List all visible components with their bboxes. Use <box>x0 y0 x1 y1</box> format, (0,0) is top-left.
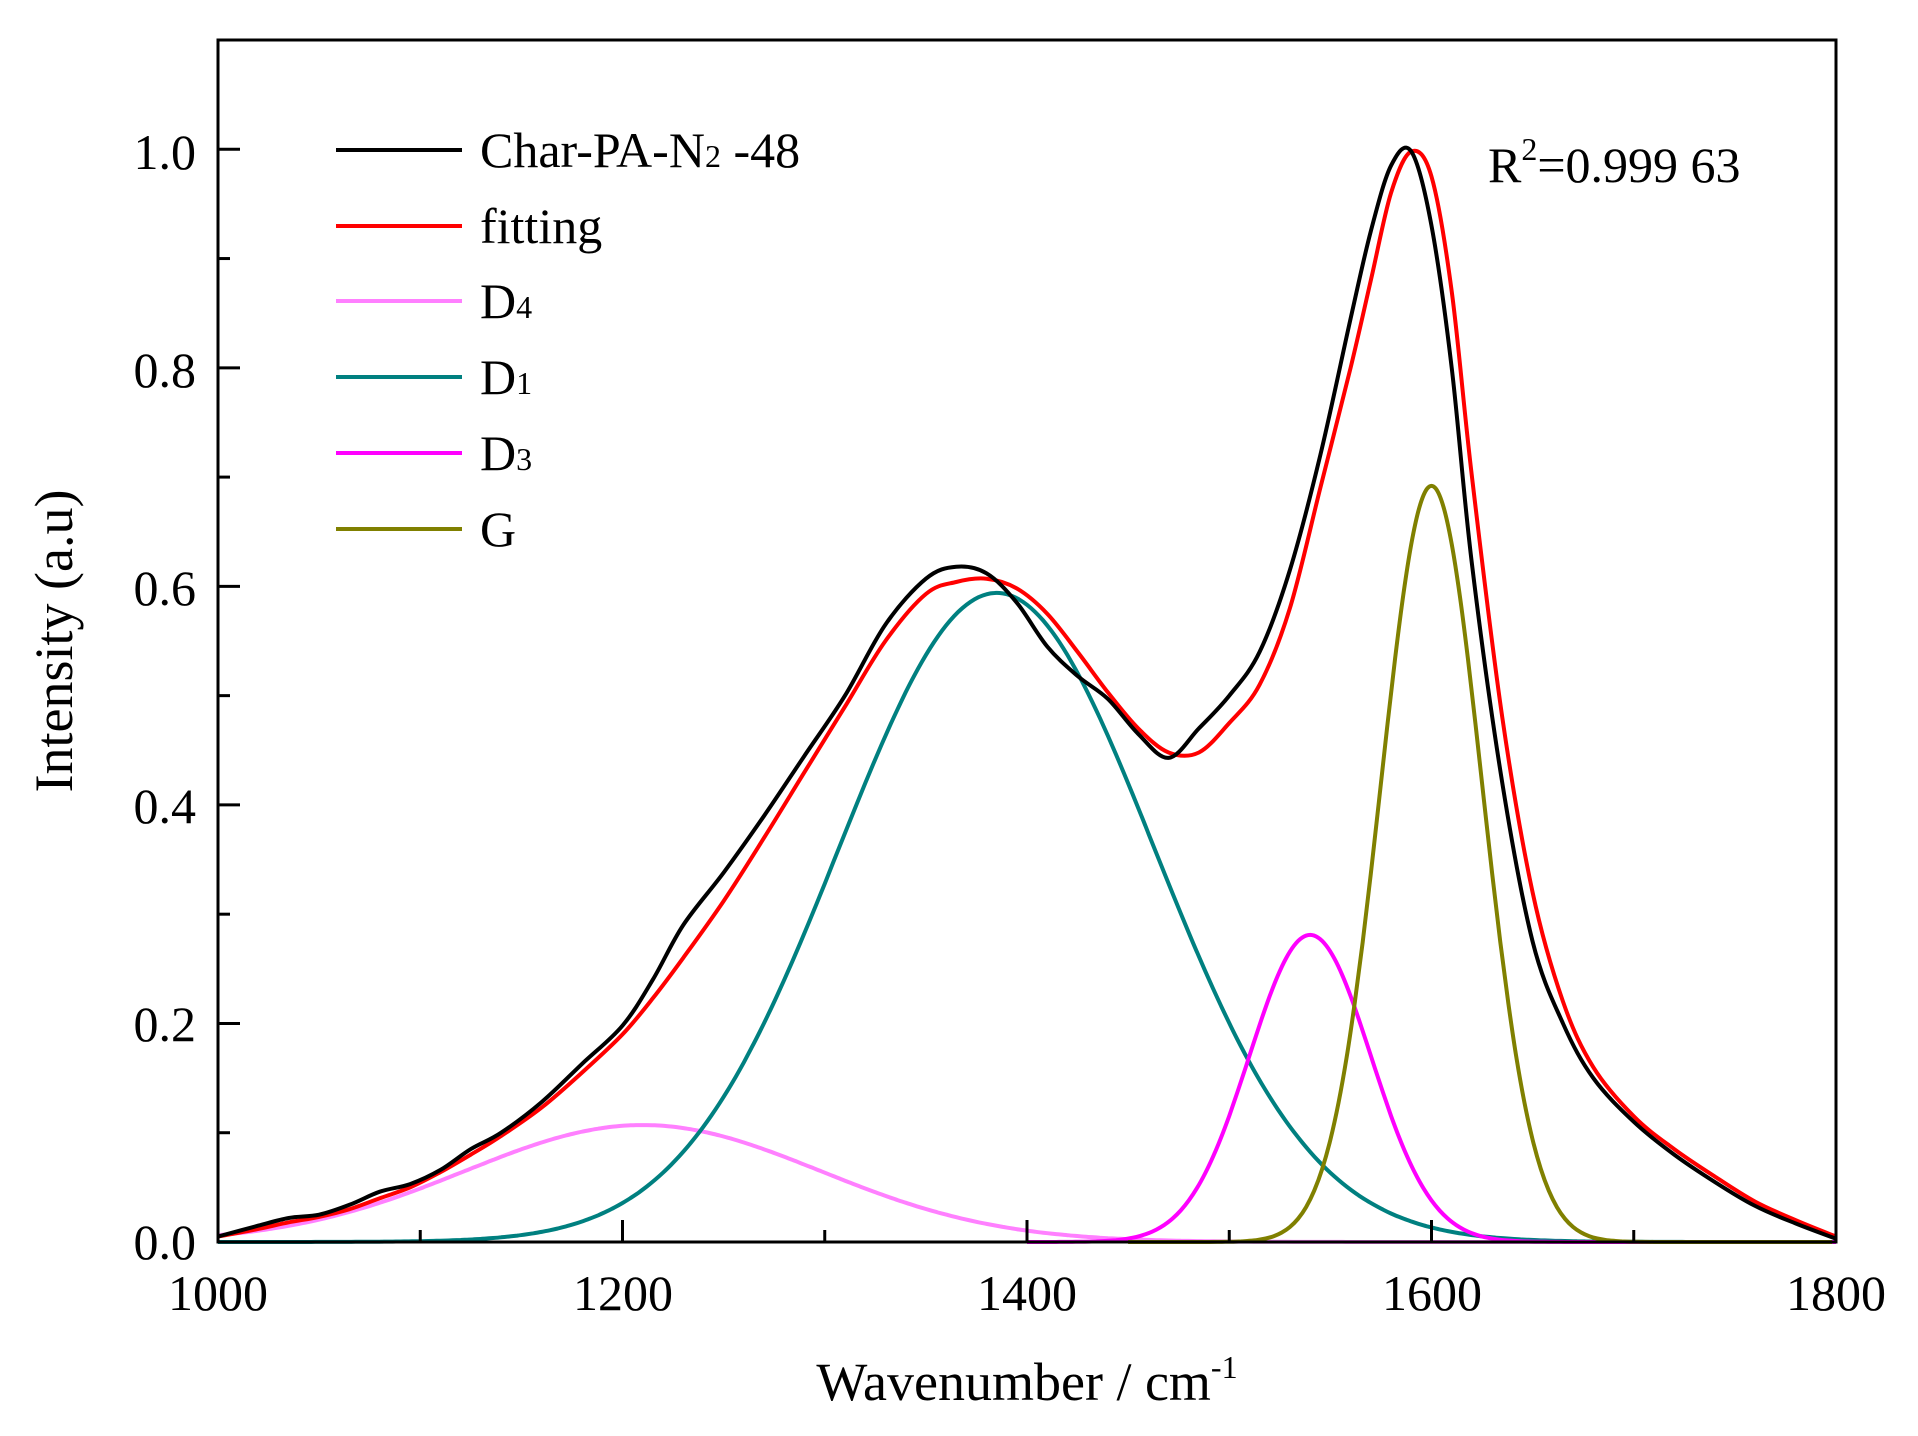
legend: Char-PA-N2 -48 fitting D4 D1 D3 G <box>336 122 800 557</box>
legend-item-g: G <box>336 501 516 557</box>
r-squared-value: =0.999 63 <box>1537 137 1740 193</box>
series-line-fitting <box>217 148 1837 1239</box>
y-axis-title: Intensity (a.u) <box>24 490 84 793</box>
legend-label-d4: D4 <box>480 273 532 329</box>
legend-item-char-pa-n2-48: Char-PA-N2 -48 <box>336 122 800 178</box>
legend-label-d3-sub: 3 <box>516 441 532 477</box>
legend-label-char-tail: -48 <box>721 122 800 178</box>
y-tick-label-0.8: 0.8 <box>134 342 197 398</box>
legend-label-d1: D1 <box>480 349 532 405</box>
y-tick-labels: 0.0 0.2 0.4 0.6 0.8 1.0 <box>134 124 197 1270</box>
x-axis-title: Wavenumber / cm-1 <box>816 1349 1237 1412</box>
legend-label-d1-sub: 1 <box>516 365 532 401</box>
legend-label-fitting: fitting <box>480 198 602 254</box>
legend-label-d3-main: D <box>480 425 516 481</box>
x-tick-labels: 1000 1200 1400 1600 1800 <box>168 1265 1886 1321</box>
legend-label-char-sub: 2 <box>705 138 721 174</box>
r-squared-sup: 2 <box>1521 131 1537 167</box>
x-axis-title-text: Wavenumber / cm <box>816 1352 1211 1412</box>
legend-item-d1: D1 <box>336 349 532 405</box>
legend-label-d4-sub: 4 <box>516 289 532 325</box>
x-tick-label-1400: 1400 <box>977 1265 1077 1321</box>
y-tick-label-0.6: 0.6 <box>134 560 197 616</box>
legend-item-d4: D4 <box>336 273 532 329</box>
legend-label-g: G <box>480 501 516 557</box>
legend-label-d3: D3 <box>480 425 532 481</box>
x-tick-label-1800: 1800 <box>1786 1265 1886 1321</box>
r-squared-annotation: R2=0.999 63 <box>1488 131 1741 193</box>
series-line-char-pa-n2-48 <box>217 145 1837 1241</box>
legend-label-d4-main: D <box>480 273 516 329</box>
y-tick-label-0.2: 0.2 <box>134 996 197 1052</box>
x-tick-label-1200: 1200 <box>573 1265 673 1321</box>
y-tick-label-0.4: 0.4 <box>134 778 197 834</box>
x-axis-title-sup: -1 <box>1211 1349 1238 1385</box>
legend-item-d3: D3 <box>336 425 532 481</box>
x-tick-label-1000: 1000 <box>168 1265 268 1321</box>
x-tick-label-1600: 1600 <box>1382 1265 1482 1321</box>
legend-label-char-pa-n2-48: Char-PA-N2 -48 <box>480 122 800 178</box>
r-squared-prefix: R <box>1488 137 1522 193</box>
plot-frame <box>216 38 1838 1244</box>
legend-label-char-main: Char-PA-N <box>480 122 705 178</box>
y-tick-label-1.0: 1.0 <box>134 124 197 180</box>
legend-item-fitting: fitting <box>336 198 602 254</box>
y-tick-label-0.0: 0.0 <box>134 1214 197 1270</box>
legend-label-d1-main: D <box>480 349 516 405</box>
